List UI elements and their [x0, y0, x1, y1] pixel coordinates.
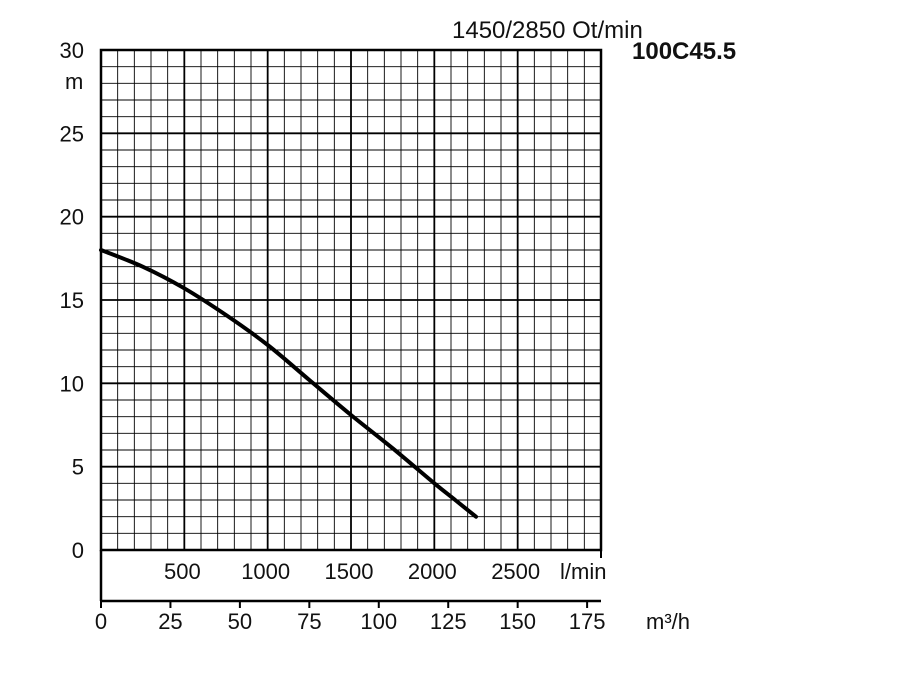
plot-border [99, 48, 603, 552]
x-tick-label-m3h: 175 [569, 609, 606, 634]
series-layer [99, 248, 478, 519]
model-label: 100C45.5 [632, 38, 736, 65]
chart-grid [100, 49, 602, 551]
y-tick-label: 10 [60, 371, 84, 396]
y-tick-label: 20 [60, 205, 84, 230]
y-axis-unit: m [65, 69, 83, 94]
y-tick-label: 0 [72, 538, 84, 563]
y-tick-label: 30 [60, 38, 84, 63]
text-layer: 1450/2850 Ot/min 100C45.5 m l/min m³/h 0… [60, 17, 737, 634]
x-tick-label-lmin: 2500 [491, 559, 540, 584]
x-tick-label-m3h: 125 [430, 609, 467, 634]
x-tick-label-m3h: 50 [228, 609, 252, 634]
y-tick-label: 15 [60, 288, 84, 313]
chart-frame [99, 48, 603, 608]
x-tick-label-m3h: 100 [360, 609, 397, 634]
x-tick-label-lmin: 500 [164, 559, 201, 584]
x-tick-label-m3h: 75 [297, 609, 321, 634]
x-tick-label-m3h: 25 [158, 609, 182, 634]
speed-label: 1450/2850 Ot/min [452, 17, 643, 44]
performance-curve-0 [99, 248, 478, 519]
x-axis-unit-m3h: m³/h [646, 609, 690, 634]
y-tick-label: 25 [60, 121, 84, 146]
x-tick-label-lmin: 1500 [325, 559, 374, 584]
x-tick-label-m3h: 150 [499, 609, 536, 634]
x-axis-unit-lmin: l/min [560, 559, 606, 584]
x-tick-label-lmin: 2000 [408, 559, 457, 584]
x-tick-label-lmin: 1000 [241, 559, 290, 584]
x-tick-label-m3h: 0 [95, 609, 107, 634]
y-tick-label: 5 [72, 455, 84, 480]
